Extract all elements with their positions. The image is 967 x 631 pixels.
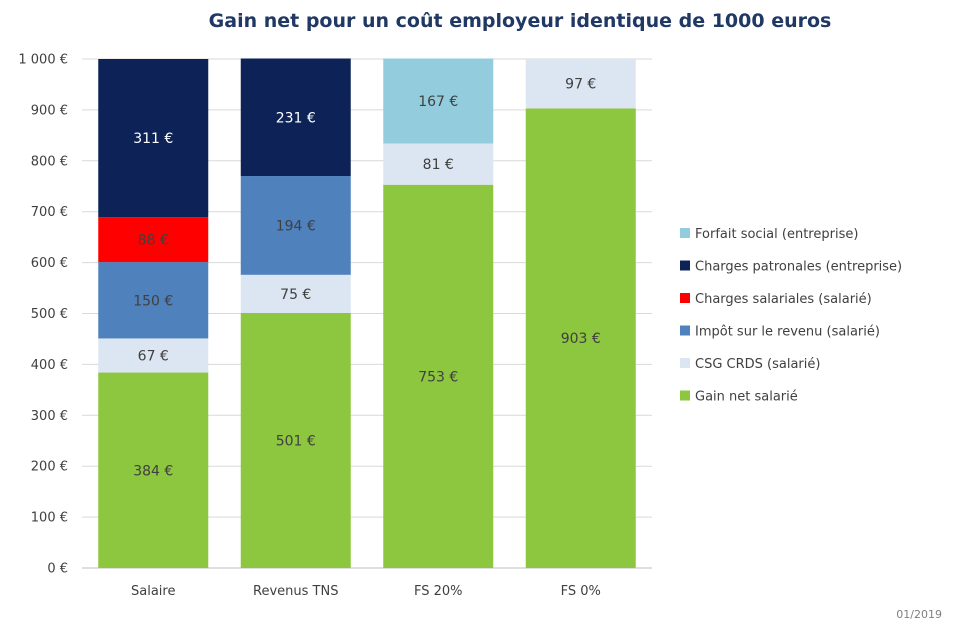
y-axis: 0 € 100 € 200 € 300 € 400 € 500 € 600 € 700 € 80… [18,53,68,577]
data-label: 194 € [276,218,316,234]
bar-segment [383,58,494,144]
bar-segment [240,176,351,275]
legend-label: Impôt sur le revenu (salarié) [695,325,880,340]
y-tick-label: 300 € [31,409,68,424]
bar-segment [383,143,494,185]
data-label: 231 € [276,110,316,126]
footnote-date: 01/2019 [896,608,942,621]
data-label: 67 € [138,348,169,364]
legend: Forfait social (entreprise) Charges patro… [680,227,902,405]
legend-swatch [680,358,690,368]
y-tick-label: 1 000 € [18,53,68,68]
x-category-label: FS 0% [561,584,601,599]
y-tick-label: 700 € [31,205,68,220]
x-category-label: FS 20% [414,584,463,599]
legend-swatch [680,325,690,336]
legend-swatch [680,293,690,303]
data-label: 501 € [276,433,316,449]
bar-segment [525,108,636,569]
bar-segment [98,217,209,263]
data-labels: 384 € 67 € 150 € 88 € 311 € 501 € 75 € 194 € 231… [133,77,601,480]
y-tick-label: 100 € [31,511,68,526]
bar-segment [98,262,209,339]
data-label: 88 € [138,233,169,249]
y-tick-label: 400 € [31,358,68,373]
data-label: 150 € [133,293,173,309]
legend-label: Charges salariales (salarié) [695,292,872,307]
data-label: 903 € [561,331,601,347]
data-label: 753 € [418,369,458,385]
legend-label: Gain net salarié [695,390,798,405]
bar-segment [383,184,494,568]
y-tick-label: 500 € [31,307,68,322]
y-tick-label: 900 € [31,103,68,118]
legend-swatch [680,260,690,271]
bars [98,58,636,569]
legend-swatch [680,228,690,238]
legend-swatch [680,390,690,401]
y-tick-label: 800 € [31,154,68,169]
legend-label: Forfait social (entreprise) [695,227,858,242]
data-label: 81 € [423,157,454,173]
chart-title: Gain net pour un coût employeur identiqu… [209,10,832,32]
data-label: 384 € [133,463,173,479]
x-category-label: Salaire [131,584,175,599]
y-tick-label: 0 € [47,562,68,577]
bar-segment [240,274,351,313]
bar-segment [525,59,636,109]
data-label: 311 € [133,131,173,147]
data-label: 97 € [565,77,596,93]
legend-label: Charges patronales (entreprise) [695,260,902,275]
bar-segment [98,372,209,568]
y-tick-label: 200 € [31,460,68,475]
legend-label: CSG CRDS (salarié) [695,357,820,372]
x-category-label: Revenus TNS [253,584,338,599]
y-tick-label: 600 € [31,256,68,271]
x-axis: Salaire Revenus TNS FS 20% FS 0% [131,584,601,599]
bar-segment [240,58,351,177]
bar-segment [98,59,209,218]
bar-segment [98,338,209,373]
data-label: 75 € [280,287,311,303]
bar-segment [240,312,351,568]
data-label: 167 € [418,94,458,110]
